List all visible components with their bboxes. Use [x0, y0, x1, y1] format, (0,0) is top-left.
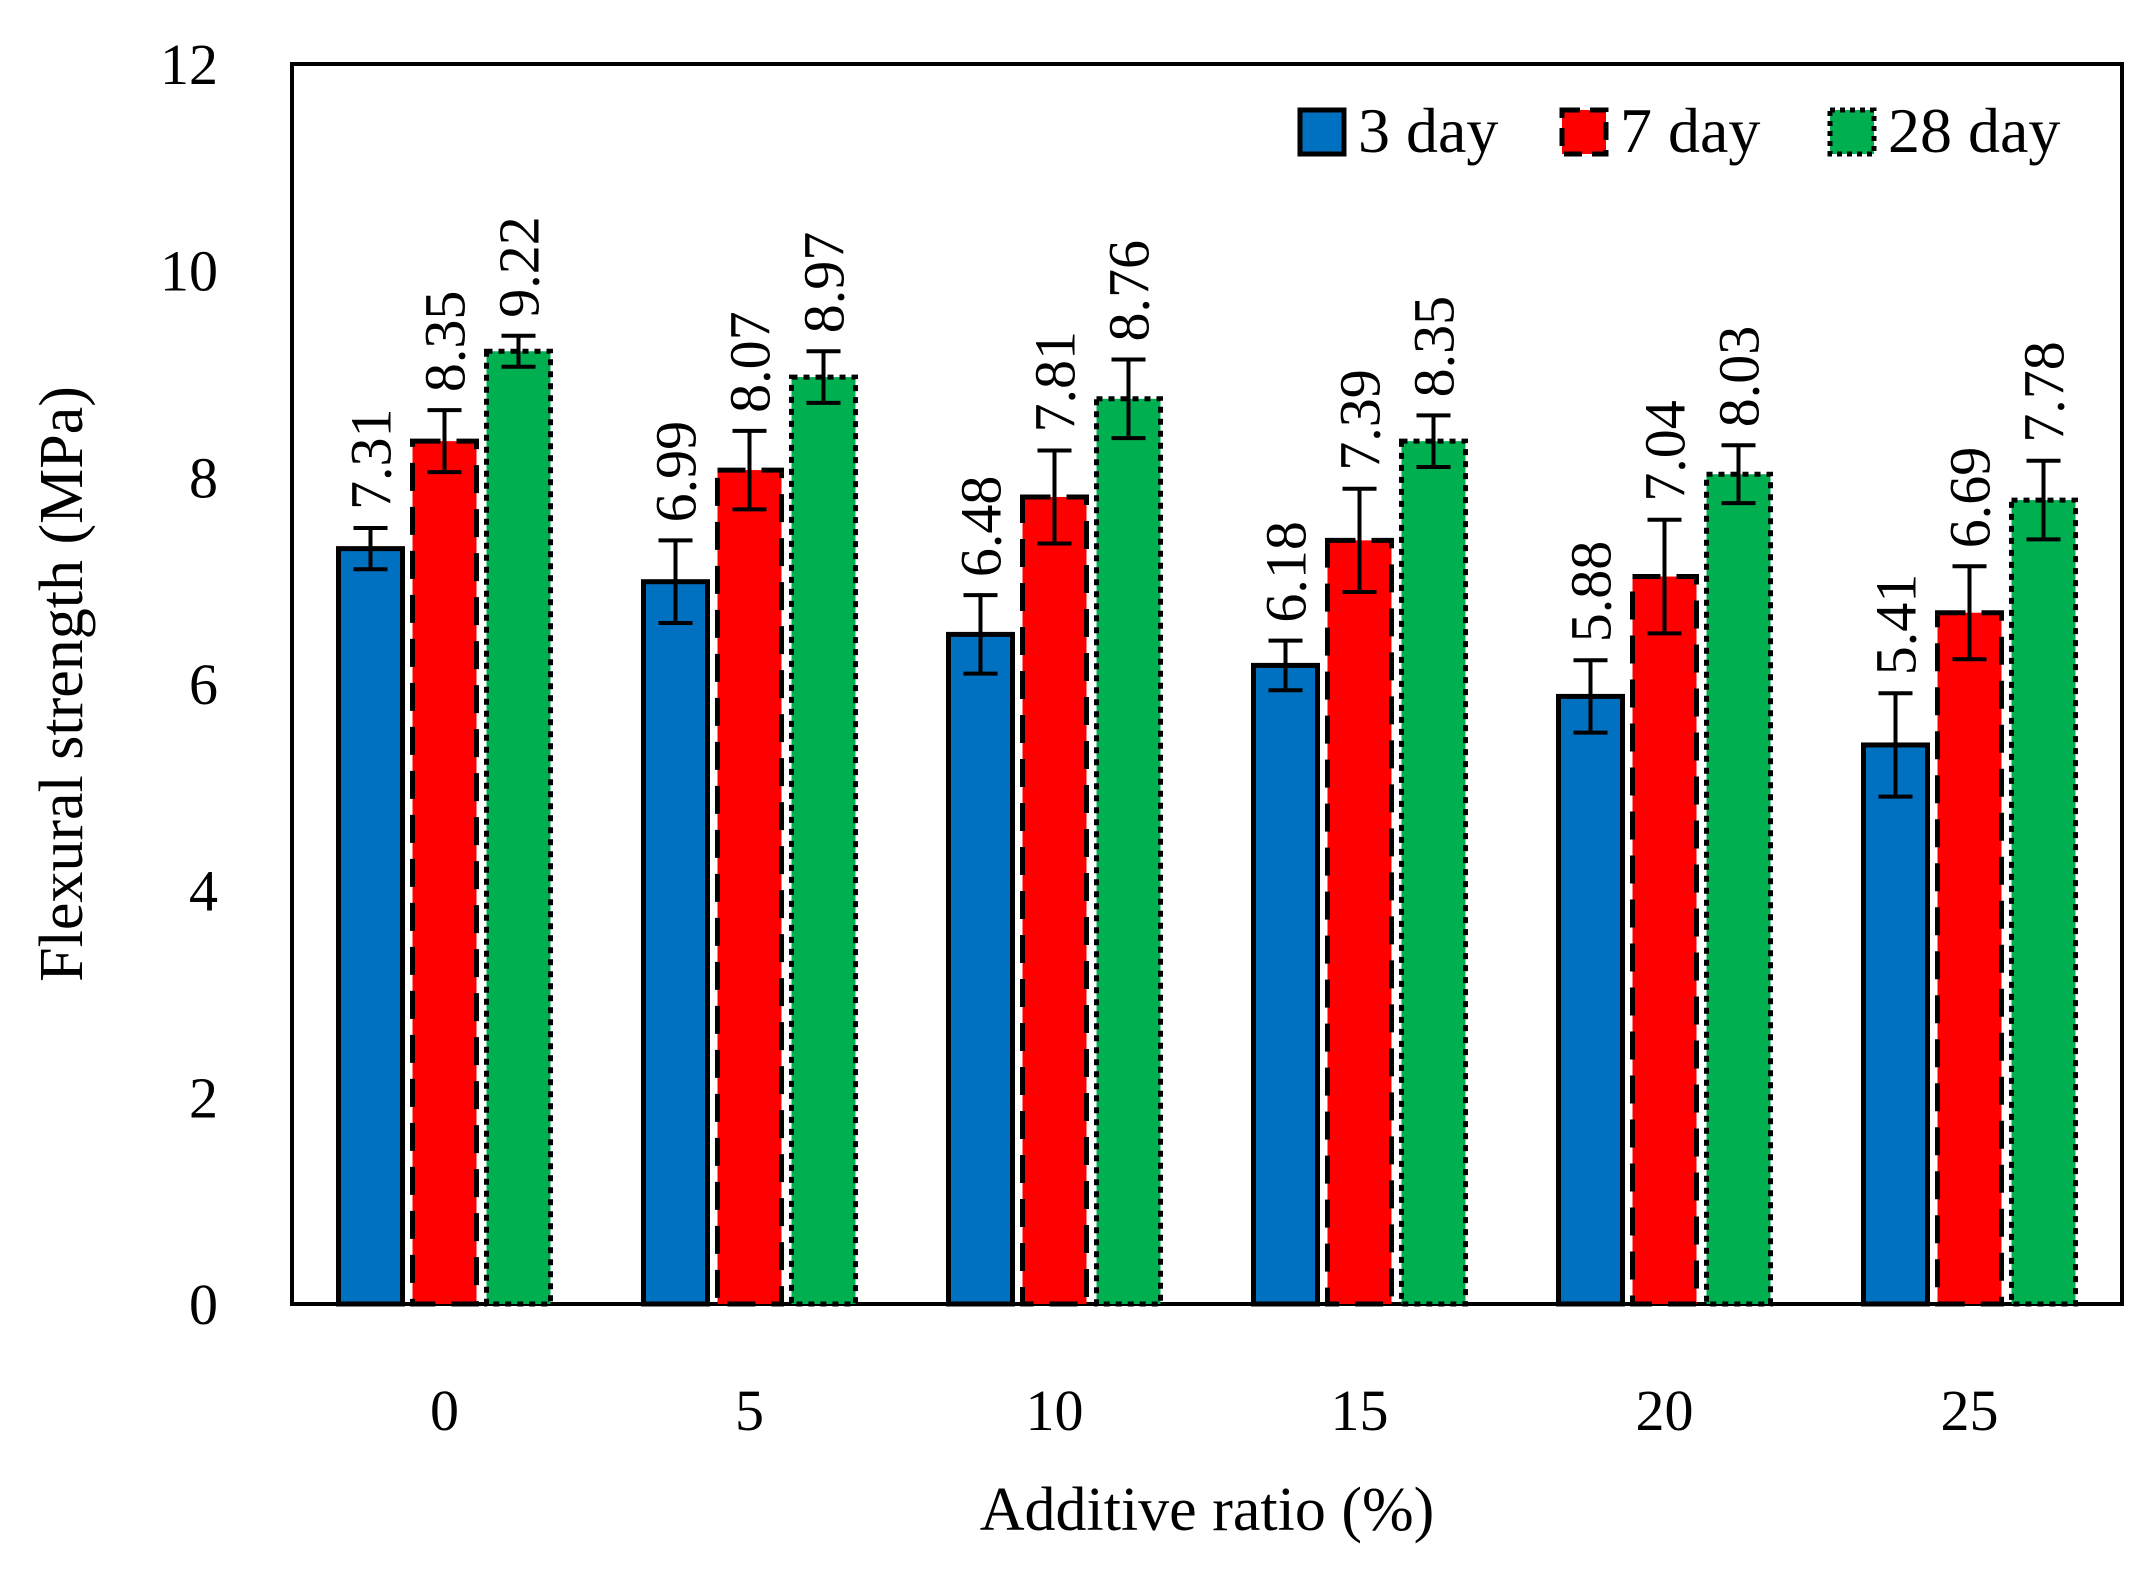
legend-swatch: [1827, 107, 1877, 157]
bar-28-day-5: [789, 374, 858, 1307]
data-label-3-day-25: 5.41: [1864, 574, 1929, 676]
bar-7-day-25: [1935, 610, 2004, 1307]
x-axis-title: Additive ratio (%): [980, 1476, 1435, 1544]
x-tick-label: 20: [1636, 1378, 1694, 1443]
legend-label: 28 day: [1888, 95, 2060, 166]
error-bar-3-day-20: [1573, 658, 1608, 735]
data-label-7-day-15: 7.39: [1328, 369, 1393, 471]
y-tick-label: 10: [160, 239, 218, 304]
bar-7-day-5: [715, 467, 784, 1307]
legend-swatch: [1297, 107, 1347, 157]
bar-7-day-0: [410, 438, 479, 1307]
bar-7-day-20: [1630, 574, 1699, 1307]
data-label-28-day-10: 8.76: [1097, 240, 1162, 342]
data-label-7-day-20: 7.04: [1633, 400, 1698, 502]
bar-28-day-20: [1704, 471, 1773, 1307]
x-tick-labels: 0 5 10 15 20 25: [430, 1378, 1999, 1443]
error-bar-3-day-15: [1268, 638, 1303, 693]
error-bar-28-day-10: [1111, 357, 1146, 441]
y-tick-label: 12: [160, 32, 218, 97]
y-tick-label: 0: [189, 1272, 218, 1337]
legend-label: 3 day: [1358, 95, 1498, 166]
data-label-28-day-20: 8.03: [1707, 326, 1772, 428]
x-tick-label: 5: [735, 1378, 764, 1443]
y-tick-label: 2: [189, 1065, 218, 1130]
data-label-7-day-10: 7.81: [1023, 331, 1088, 433]
error-bar-7-day-5: [732, 428, 767, 512]
x-tick-label: 10: [1026, 1378, 1084, 1443]
error-bar-7-day-0: [427, 408, 462, 475]
error-bar-28-day-15: [1416, 413, 1451, 469]
error-bar-3-day-10: [963, 593, 998, 676]
x-tick-label: 0: [430, 1378, 459, 1443]
data-label-28-day-25: 7.78: [2012, 341, 2077, 443]
legend-item-3-day: 3 day: [1297, 95, 1498, 166]
bar-28-day-15: [1399, 438, 1468, 1307]
error-bar-3-day-5: [658, 538, 693, 626]
bar-28-day-0: [484, 348, 553, 1307]
y-axis-title: Flexural strength (MPa): [28, 386, 96, 982]
error-bar-3-day-25: [1878, 691, 1913, 799]
data-label-7-day-25: 6.69: [1938, 447, 2003, 549]
error-bar-7-day-15: [1342, 486, 1377, 595]
data-label-7-day-5: 8.07: [718, 311, 783, 413]
error-bars-layer: [353, 333, 2061, 799]
legend-swatch: [1559, 107, 1609, 157]
bar-3-day-0: [336, 546, 405, 1307]
bar-7-day-10: [1020, 494, 1089, 1307]
data-label-3-day-5: 6.99: [644, 421, 709, 523]
x-tick-label: 15: [1331, 1378, 1389, 1443]
data-label-7-day-0: 8.35: [413, 291, 478, 393]
bar-3-day-5: [641, 579, 710, 1307]
legend: 3 day 7 day 28 day: [1297, 95, 2060, 166]
error-bar-28-day-5: [806, 349, 841, 405]
error-bar-7-day-10: [1037, 448, 1072, 546]
bar-3-day-25: [1861, 742, 1930, 1307]
x-tick-label: 25: [1941, 1378, 1999, 1443]
legend-item-28-day: 28 day: [1827, 95, 2060, 166]
error-bar-28-day-20: [1721, 443, 1756, 506]
y-tick-label: 4: [189, 859, 218, 924]
data-labels-layer: 7.31 6.99 6.48 6.18 5.88 5.41 8.35 8.07 7.81 7.39…: [339, 216, 2077, 675]
bar-3-day-15: [1251, 662, 1320, 1307]
data-label-3-day-15: 6.18: [1254, 521, 1319, 623]
error-bar-28-day-25: [2026, 458, 2061, 542]
data-label-28-day-5: 8.97: [792, 232, 857, 334]
bar-3-day-10: [946, 631, 1015, 1307]
data-label-3-day-10: 6.48: [949, 476, 1014, 578]
error-bar-7-day-20: [1647, 517, 1682, 636]
y-tick-label: 8: [189, 445, 218, 510]
data-label-28-day-15: 8.35: [1402, 296, 1467, 398]
data-label-3-day-0: 7.31: [339, 408, 404, 510]
error-bar-3-day-0: [353, 525, 388, 572]
bar-28-day-10: [1094, 396, 1163, 1307]
data-label-3-day-20: 5.88: [1559, 541, 1624, 643]
y-tick-label: 6: [189, 652, 218, 717]
legend-item-7-day: 7 day: [1559, 95, 1760, 166]
error-bar-7-day-25: [1952, 564, 1987, 662]
bar-7-day-15: [1325, 537, 1394, 1307]
data-label-28-day-0: 9.22: [487, 216, 552, 318]
bar-3-day-20: [1556, 693, 1625, 1307]
bars-layer: [336, 348, 2078, 1307]
plot-frame: [290, 62, 2124, 1306]
y-tick-labels: 0 2 4 6 8 10 12: [160, 32, 218, 1337]
legend-label: 7 day: [1620, 95, 1760, 166]
error-bar-28-day-0: [501, 333, 536, 369]
bar-28-day-25: [2009, 497, 2078, 1307]
